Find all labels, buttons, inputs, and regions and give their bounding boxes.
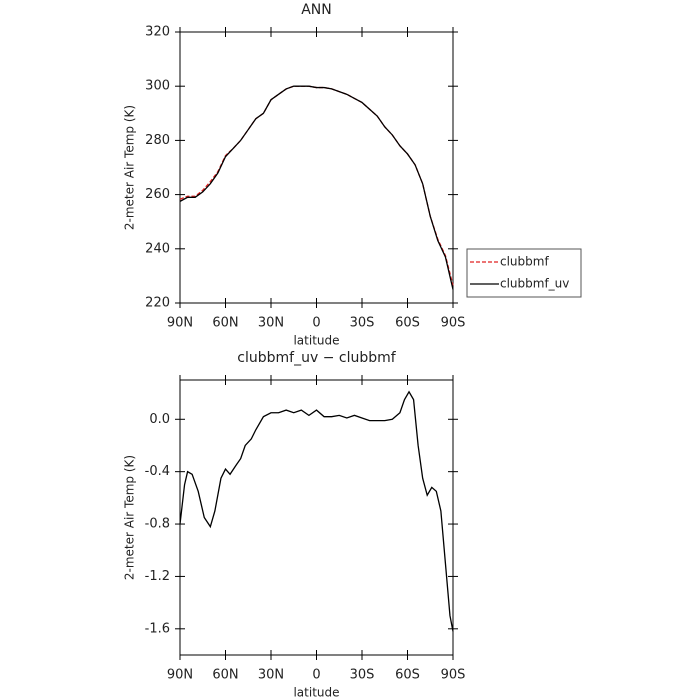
y-tick-label: 220 (145, 296, 170, 311)
y-tick-label: -0.4 (145, 464, 170, 479)
x-tick-label: 60S (395, 668, 420, 683)
legend-label: clubbmf (500, 255, 549, 269)
x-tick-label: 60S (395, 316, 420, 331)
plot-frame (179, 379, 454, 656)
data-line (179, 85, 454, 290)
legend-box (466, 248, 582, 298)
y-axis-label: 2-meter Air Temp (K) (123, 455, 137, 580)
chart-title: ANN (301, 2, 332, 18)
legend-label: clubbmf_uv (500, 277, 569, 291)
x-tick-label: 0 (312, 668, 320, 683)
x-tick-label: 90S (441, 316, 466, 331)
x-axis-label: latitude (293, 686, 339, 700)
x-tick-label: 60N (212, 316, 238, 331)
y-tick-label: 0.0 (149, 412, 170, 427)
y-axis-label: 2-meter Air Temp (K) (123, 105, 137, 230)
y-tick-label: 320 (145, 25, 170, 40)
chart-title: clubbmf_uv − clubbmf (237, 350, 396, 366)
x-tick-label: 90S (441, 668, 466, 683)
x-axis-label: latitude (293, 334, 339, 348)
y-tick-label: 280 (145, 133, 170, 148)
x-tick-label: 90N (167, 316, 193, 331)
y-tick-label: -1.2 (145, 569, 170, 584)
y-tick-label: -0.8 (145, 517, 170, 532)
data-line (179, 390, 454, 632)
x-tick-label: 30N (258, 668, 284, 683)
data-line (179, 85, 454, 286)
x-tick-label: 60N (212, 668, 238, 683)
x-tick-label: 30N (258, 316, 284, 331)
x-tick-label: 0 (312, 316, 320, 331)
x-tick-label: 90N (167, 668, 193, 683)
y-tick-label: -1.6 (145, 621, 170, 636)
x-tick-label: 30S (350, 668, 375, 683)
y-tick-label: 240 (145, 241, 170, 256)
y-tick-label: 260 (145, 187, 170, 202)
y-tick-label: 300 (145, 79, 170, 94)
x-tick-label: 30S (350, 316, 375, 331)
